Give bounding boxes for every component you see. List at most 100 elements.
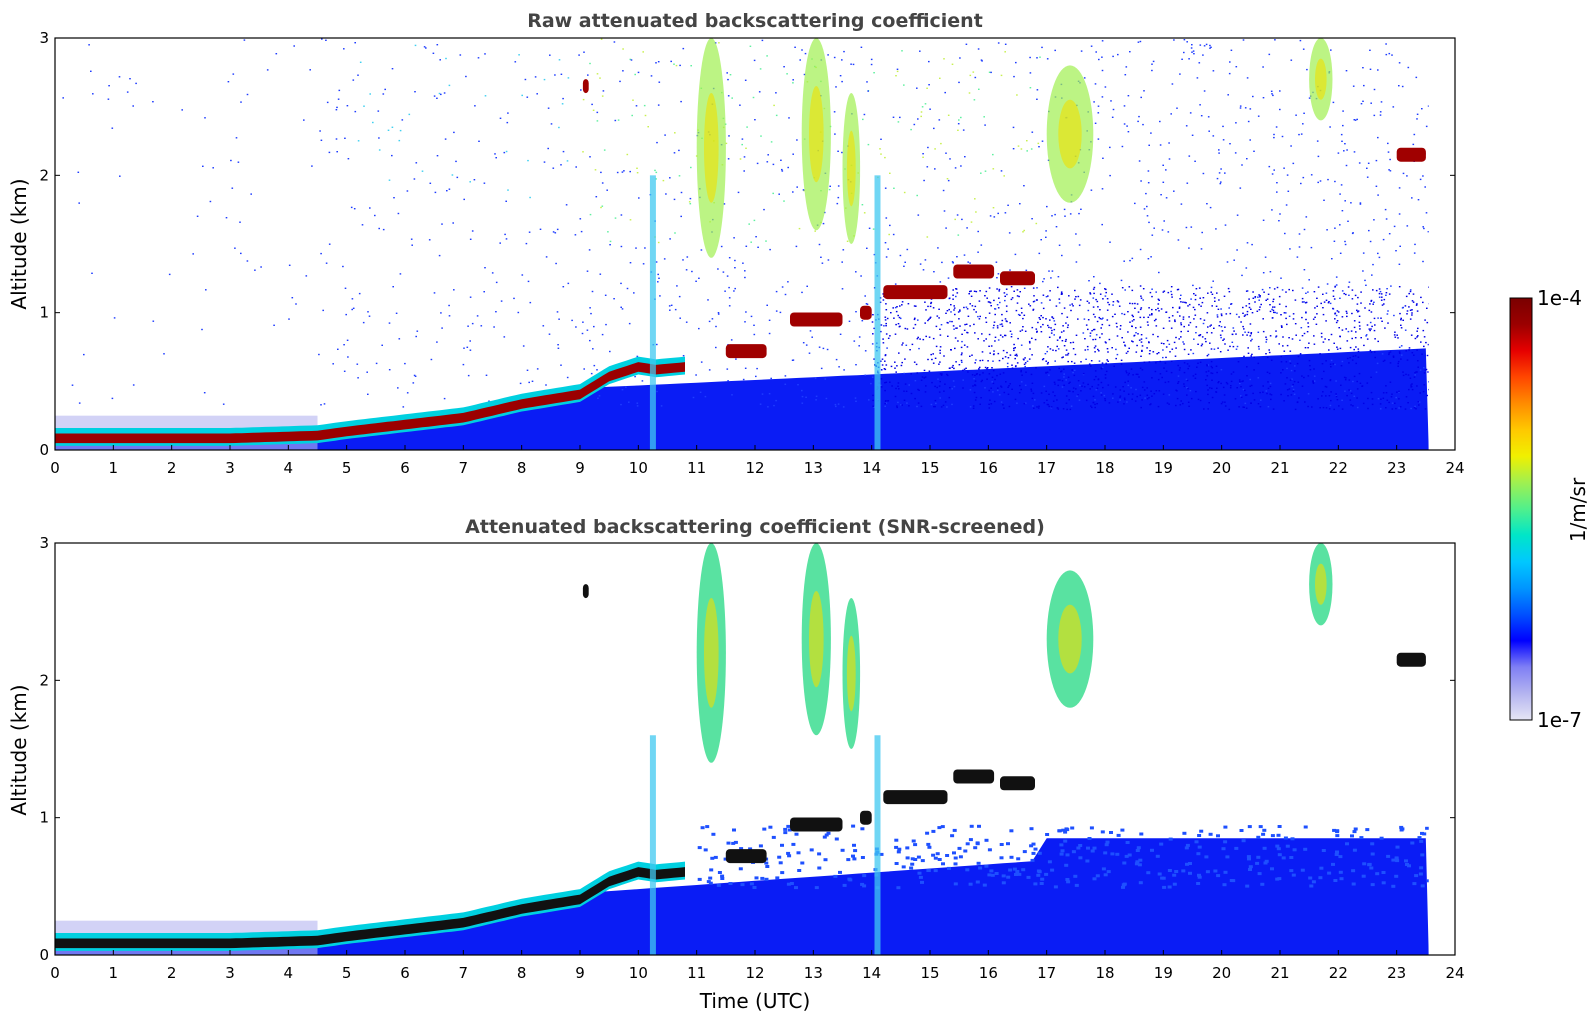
noise-speckle — [939, 281, 942, 283]
noise-speckle — [970, 221, 973, 223]
noise-speckle — [1151, 308, 1153, 311]
noise-speckle — [787, 166, 789, 169]
aerosol-patch — [732, 828, 736, 832]
aerosol-patch — [1222, 883, 1227, 887]
noise-speckle — [1085, 358, 1087, 360]
noise-speckle — [1338, 405, 1340, 407]
noise-speckle — [1188, 155, 1191, 157]
noise-speckle — [1270, 359, 1273, 361]
noise-speckle — [1340, 133, 1343, 136]
noise-speckle — [1388, 52, 1391, 55]
y-tick-label: 0 — [39, 946, 49, 964]
noise-speckle — [1276, 191, 1278, 193]
noise-speckle — [951, 320, 953, 323]
noise-speckle — [1216, 177, 1219, 180]
noise-speckle — [1252, 392, 1254, 395]
noise-speckle — [916, 87, 918, 89]
noise-speckle — [965, 306, 968, 308]
noise-speckle — [436, 44, 439, 46]
noise-speckle — [1257, 115, 1260, 117]
noise-speckle — [1078, 212, 1080, 215]
aerosol-patch — [697, 846, 702, 850]
aerosol-patch — [910, 862, 915, 866]
noise-speckle — [1301, 385, 1304, 387]
noise-speckle — [1335, 314, 1338, 317]
noise-speckle — [928, 84, 930, 86]
noise-speckle — [949, 387, 951, 389]
noise-speckle — [1056, 399, 1058, 401]
noise-speckle — [1398, 85, 1400, 87]
noise-speckle — [928, 336, 931, 338]
aerosol-patch — [1379, 836, 1384, 840]
aerosol-patch — [1331, 862, 1335, 866]
noise-speckle — [1351, 289, 1354, 291]
noise-speckle — [1253, 150, 1255, 152]
noise-speckle — [1410, 407, 1412, 410]
noise-speckle — [543, 78, 546, 81]
noise-speckle — [828, 188, 831, 191]
noise-speckle — [1369, 68, 1372, 70]
noise-speckle — [1366, 382, 1369, 384]
noise-speckle — [391, 126, 394, 128]
noise-speckle — [1242, 325, 1244, 328]
aerosol-patch — [1188, 871, 1192, 875]
noise-speckle — [1264, 256, 1267, 258]
noise-speckle — [1053, 320, 1056, 322]
noise-speckle — [521, 274, 524, 276]
noise-speckle — [1395, 250, 1397, 252]
noise-speckle — [1409, 309, 1412, 311]
noise-speckle — [1272, 300, 1274, 303]
noise-speckle — [775, 399, 777, 402]
noise-speckle — [1353, 119, 1356, 121]
x-tick-label: 15 — [920, 964, 939, 982]
noise-speckle — [901, 344, 903, 346]
aerosol-patch — [851, 824, 856, 828]
noise-speckle — [1040, 331, 1043, 333]
noise-speckle — [1286, 389, 1289, 391]
noise-speckle — [1340, 384, 1342, 386]
noise-speckle — [1219, 182, 1222, 185]
aerosol-patch — [1196, 882, 1201, 885]
noise-speckle — [1306, 68, 1308, 71]
noise-speckle — [1045, 230, 1047, 232]
noise-speckle — [1066, 354, 1069, 356]
noise-speckle — [1033, 295, 1035, 297]
noise-speckle — [1054, 49, 1056, 52]
noise-speckle — [1070, 309, 1072, 312]
noise-speckle — [1077, 318, 1079, 320]
aerosol-patch — [894, 838, 899, 842]
noise-speckle — [1032, 392, 1035, 395]
noise-speckle — [1051, 316, 1054, 318]
noise-speckle — [924, 259, 927, 261]
noise-speckle — [1377, 252, 1379, 255]
noise-speckle — [1087, 348, 1089, 351]
noise-speckle — [1088, 363, 1091, 365]
noise-speckle — [946, 310, 949, 312]
noise-speckle — [1265, 390, 1268, 392]
noise-speckle — [769, 248, 771, 251]
aerosol-patch — [1124, 854, 1129, 858]
noise-speckle — [997, 387, 999, 389]
noise-speckle — [1423, 227, 1425, 230]
noise-speckle — [1285, 317, 1287, 320]
aerosol-patch — [913, 843, 918, 847]
noise-speckle — [1210, 324, 1212, 326]
noise-speckle — [1381, 320, 1383, 322]
noise-speckle — [1021, 374, 1023, 376]
noise-speckle — [1112, 304, 1114, 306]
noise-speckle — [1165, 311, 1168, 313]
noise-speckle — [1386, 399, 1389, 401]
noise-speckle — [448, 315, 451, 317]
aerosol-patch — [1157, 872, 1162, 876]
noise-speckle — [1010, 336, 1013, 338]
noise-speckle — [1060, 370, 1063, 372]
noise-speckle — [344, 287, 347, 289]
noise-speckle — [1124, 345, 1127, 347]
noise-speckle — [872, 394, 874, 397]
noise-speckle — [726, 72, 728, 74]
noise-speckle — [1356, 311, 1359, 313]
noise-speckle — [1241, 380, 1243, 383]
noise-speckle — [733, 237, 735, 239]
noise-speckle — [1137, 373, 1139, 376]
aerosol-patch — [1263, 861, 1268, 865]
